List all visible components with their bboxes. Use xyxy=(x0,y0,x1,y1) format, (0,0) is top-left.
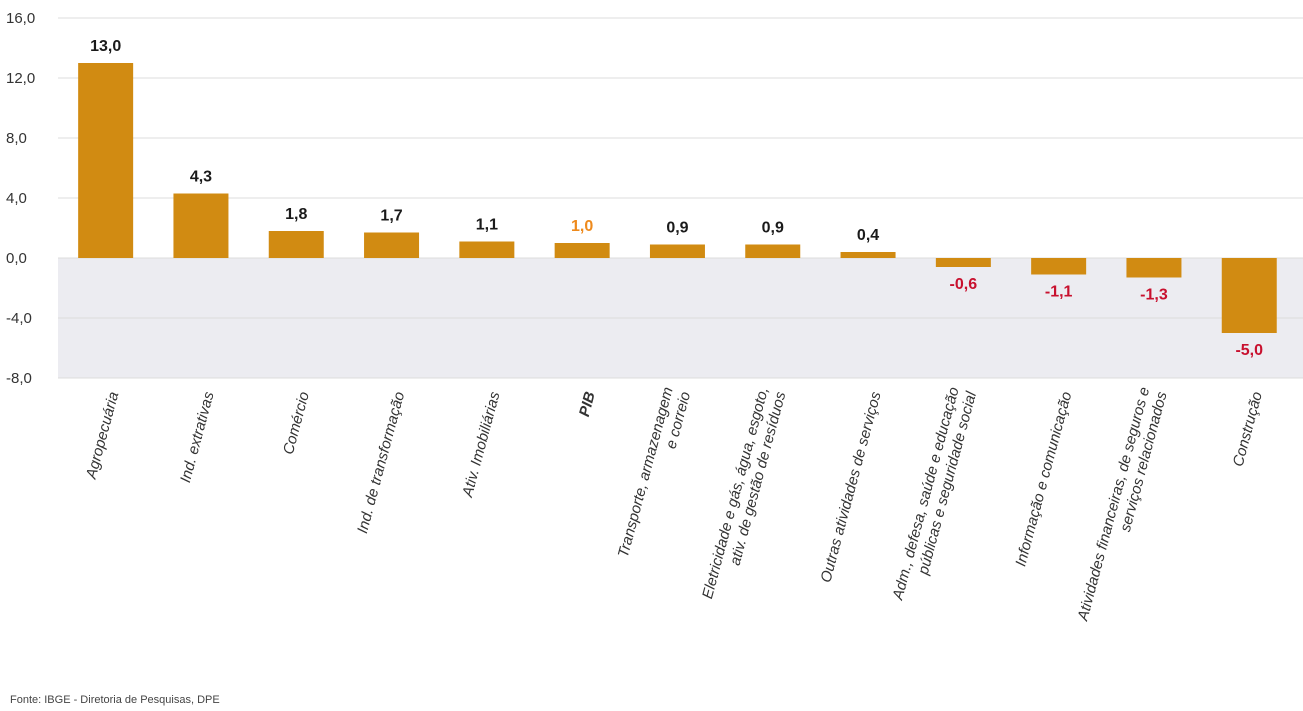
category-label-line: Ativ. Imobiliárias xyxy=(459,389,504,499)
value-label: 1,7 xyxy=(380,208,402,225)
value-label: -0,6 xyxy=(950,276,978,293)
category-label-line: PIB xyxy=(576,390,599,419)
category-label: Construção xyxy=(1230,390,1266,469)
category-label: PIB xyxy=(576,390,599,419)
category-label-line: Ind. extrativas xyxy=(177,389,218,484)
value-label: 0,4 xyxy=(857,227,879,244)
value-label: -1,3 xyxy=(1140,287,1168,304)
value-label: 1,1 xyxy=(476,217,498,234)
category-label: Ind. de transformação xyxy=(354,390,408,535)
bar xyxy=(459,241,515,258)
y-tick-label: 4,0 xyxy=(6,190,27,207)
x-axis-categories: Agropecuária Ind. extrativas Comércio Ind. … xyxy=(83,385,1266,623)
value-label: 4,3 xyxy=(190,169,212,186)
bar xyxy=(840,252,896,258)
category-label: Agropecuária xyxy=(83,390,123,482)
value-label: 1,8 xyxy=(285,206,307,223)
bar xyxy=(364,232,420,258)
y-tick-label: 12,0 xyxy=(6,70,35,87)
category-label-line: Comércio xyxy=(280,390,313,456)
value-label: 13,0 xyxy=(90,38,121,55)
bar xyxy=(268,231,324,258)
category-label: Ind. extrativas xyxy=(177,389,218,484)
bar xyxy=(78,63,134,258)
category-label: Comércio xyxy=(280,390,313,456)
value-labels: 13,0 4,3 1,8 1,7 1,1 1,0 0,9 0,9 0,4 -0,6 -1,1 -1,3… xyxy=(90,38,1263,359)
y-tick-label: 8,0 xyxy=(6,130,27,147)
bar xyxy=(1221,258,1277,333)
value-label: 1,0 xyxy=(571,218,593,235)
y-axis: 16,0 12,0 8,0 4,0 0,0 -4,0 -8,0 xyxy=(6,10,35,387)
value-label: 0,9 xyxy=(666,220,688,237)
value-label: 0,9 xyxy=(762,220,784,237)
y-tick-label: 16,0 xyxy=(6,10,35,27)
category-label: Informação e comunicação xyxy=(1012,390,1075,568)
category-label: Ativ. Imobiliárias xyxy=(459,389,504,499)
y-tick-label: 0,0 xyxy=(6,250,27,267)
grid-lines xyxy=(58,17,1303,379)
category-label-line: Transporte, armazenagem xyxy=(615,385,677,559)
bar xyxy=(554,243,610,258)
bar xyxy=(1126,258,1182,278)
category-label-line: Informação e comunicação xyxy=(1012,390,1075,568)
y-tick-label: -8,0 xyxy=(6,370,32,387)
category-label-line: Agropecuária xyxy=(83,390,123,482)
category-label-line: Ind. de transformação xyxy=(354,390,408,535)
source-note: Fonte: IBGE - Diretoria de Pesquisas, DP… xyxy=(10,694,220,706)
bar xyxy=(649,244,705,258)
category-label: Outras atividades de serviços xyxy=(817,389,884,584)
value-label: -1,1 xyxy=(1045,284,1073,301)
category-label: Atividades financeiras, de seguros eserv… xyxy=(1074,385,1171,623)
value-label: -5,0 xyxy=(1235,342,1263,359)
category-label: Eletricidade e gás, água, esgoto,ativ. d… xyxy=(699,385,789,600)
bar xyxy=(935,258,991,267)
category-label-line: Atividades financeiras, de seguros e xyxy=(1074,385,1153,623)
bar xyxy=(745,244,801,258)
bars xyxy=(78,63,1277,333)
bar xyxy=(1031,258,1087,275)
category-label-line: Construção xyxy=(1230,390,1266,469)
bar xyxy=(173,193,229,258)
y-tick-label: -4,0 xyxy=(6,310,32,327)
category-label-line: Outras atividades de serviços xyxy=(817,389,884,584)
